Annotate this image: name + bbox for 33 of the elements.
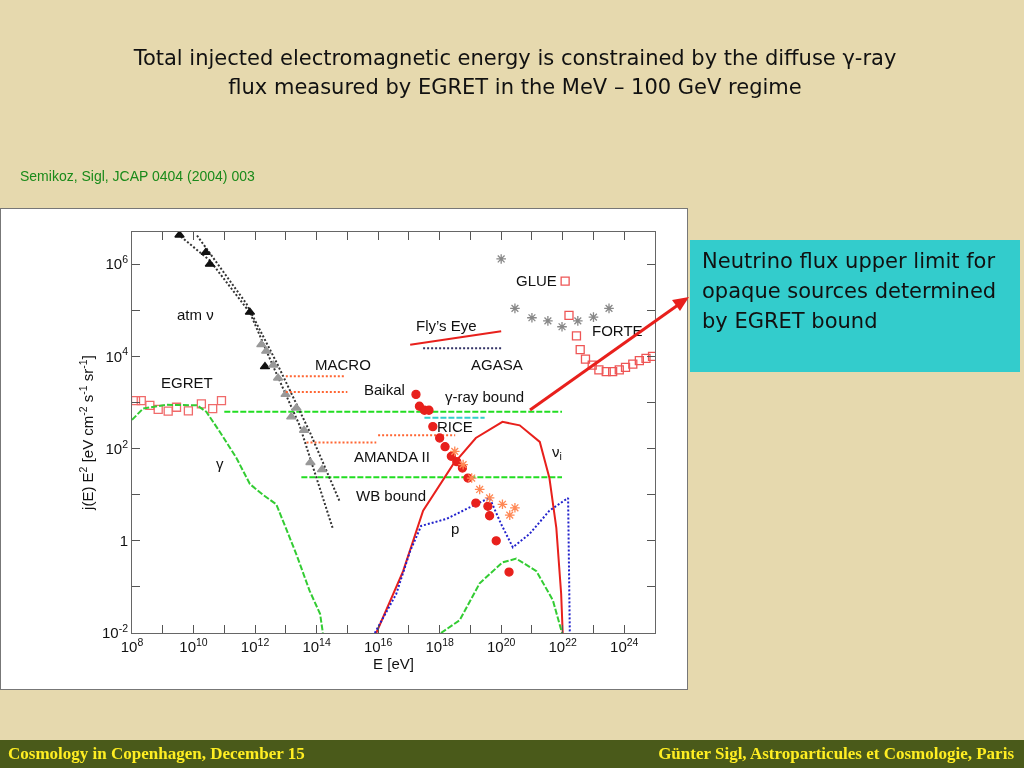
- annotation: RICE: [437, 418, 473, 435]
- y-tick-label: 10$^{4}$: [105, 345, 129, 365]
- y-tick-label: 10$^{6}$: [105, 253, 129, 273]
- x-tick-label: 10$^{18}$: [425, 635, 454, 655]
- y-tick-label: 1: [119, 532, 128, 550]
- x-tick-label: 10$^{10}$: [179, 635, 208, 655]
- text: Neutrino flux upper limit for opaque sources determined by EGRET bound: [690, 240, 1020, 372]
- annotation: AMANDA II: [354, 448, 430, 465]
- annotation: Baikal: [364, 381, 405, 398]
- annotation: γ: [216, 455, 224, 472]
- text: Günter Sigl, Astroparticules et Cosmologie, Paris: [658, 744, 1014, 764]
- annotation: atm ν: [177, 306, 214, 323]
- annotation: AGASA: [471, 356, 523, 373]
- annotation: Fly’s Eye: [416, 317, 477, 334]
- annotation: p: [451, 520, 460, 537]
- text: Cosmology in Copenhagen, December 15: [8, 744, 305, 764]
- annotation: GLUE: [516, 272, 557, 289]
- x-tick-label: 10$^{14}$: [302, 635, 331, 655]
- x-tick-label: 10$^{20}$: [486, 635, 516, 655]
- x-tick-label: 10$^{22}$: [548, 635, 578, 655]
- annotation: MACRO: [315, 356, 371, 373]
- y-tick-label: 10$^{2}$: [105, 437, 129, 457]
- annotation: γ-ray bound: [445, 388, 525, 405]
- x-tick-label: 10$^{24}$: [610, 635, 639, 655]
- annotation: FORTE: [592, 322, 643, 339]
- annotation: WB bound: [356, 487, 427, 504]
- chart-subtitle: Semikoz, Sigl, JCAP 0404 (2004) 003: [20, 168, 255, 184]
- chart-title: Total injected electromagnetic energy is constrained by the diffuse γ-ray flux measured by EGRET in the MeV – 100 GeV regime: [132, 45, 898, 101]
- x-tick-label: 10$^{16}$: [363, 635, 393, 655]
- annotation: ν$_{i}$: [552, 443, 562, 463]
- annotation: EGRET: [161, 374, 213, 391]
- x-tick-label: 10$^{12}$: [240, 635, 270, 655]
- x-axis-title: E [eV]: [373, 655, 414, 672]
